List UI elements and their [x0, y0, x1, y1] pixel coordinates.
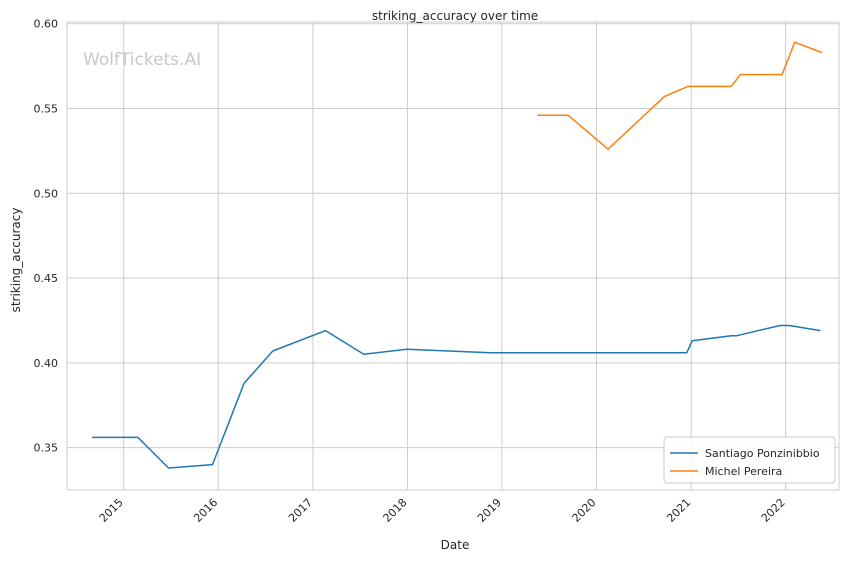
y-tick-label-0-40: 0.40	[34, 357, 59, 370]
x-tick-label-2018: 2018	[381, 496, 410, 525]
legend-box	[663, 436, 836, 484]
x-tick-label-2017: 2017	[286, 496, 315, 525]
legend: Santiago Ponzinibbio Michel Pereira	[663, 436, 836, 484]
grid-lines	[67, 22, 839, 490]
x-tick-labels: 2015 2016 2017 2018 2019 2020 2021 2022	[97, 496, 788, 525]
y-axis-label: striking_accuracy	[9, 208, 23, 313]
x-tick-label-2022: 2022	[759, 496, 788, 525]
x-tick-label-2020: 2020	[570, 496, 599, 525]
legend-label-santiago: Santiago Ponzinibbio	[705, 447, 820, 460]
plot-frame	[66, 21, 840, 491]
y-tick-label-0-50: 0.50	[34, 187, 59, 200]
x-axis-label: Date	[441, 538, 470, 552]
series-lines	[92, 41, 823, 469]
y-tick-label-0-35: 0.35	[34, 442, 59, 455]
y-tick-label-0-45: 0.45	[34, 272, 59, 285]
legend-label-michel: Michel Pereira	[705, 465, 782, 478]
watermark: WolfTickets.AI	[83, 50, 201, 70]
series-line-michel-pereira	[537, 41, 823, 150]
y-tick-labels: 0.35 0.40 0.45 0.50 0.55 0.60	[34, 18, 59, 455]
y-tick-label-0-60: 0.60	[34, 18, 59, 31]
chart-title: striking_accuracy over time	[372, 9, 538, 23]
y-tick-label-0-55: 0.55	[34, 102, 59, 115]
series-line-santiago-ponzinibbio	[92, 324, 821, 469]
x-tick-label-2015: 2015	[97, 496, 126, 525]
x-tick-label-2019: 2019	[475, 496, 504, 525]
x-tick-label-2021: 2021	[664, 496, 693, 525]
x-tick-label-2016: 2016	[191, 496, 220, 525]
plot-background	[67, 22, 839, 490]
